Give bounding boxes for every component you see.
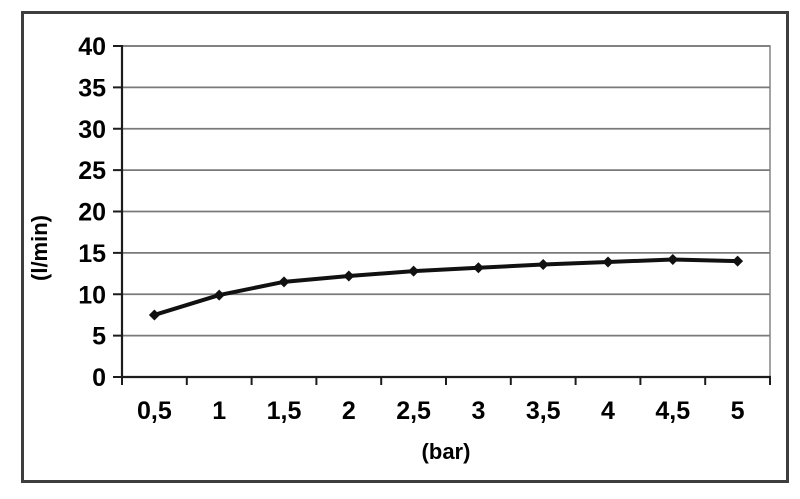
data-point-marker [667,253,679,265]
x-tick-label: 3,5 [526,397,561,425]
chart-frame [21,11,789,483]
y-tick-label: 5 [92,323,106,351]
x-tick-label: 1 [212,397,226,425]
y-tick-label: 35 [78,74,106,102]
y-tick-label: 10 [78,281,106,309]
data-point-marker [602,256,614,268]
y-tick-label: 30 [78,116,106,144]
data-point-marker [343,270,355,282]
x-tick-label: 2,5 [396,397,431,425]
y-tick-label: 25 [78,157,106,185]
y-tick-label: 15 [78,240,106,268]
x-tick-label: 5 [731,397,745,425]
x-tick-label: 2 [342,397,356,425]
data-point-marker [537,258,549,270]
x-tick-label: 4 [601,397,615,425]
data-point-marker [732,255,744,267]
x-tick-label: 0,5 [137,397,172,425]
data-point-marker [408,265,420,277]
data-point-marker [148,309,160,321]
x-tick-label: 3 [471,397,485,425]
y-tick-label: 20 [78,199,106,227]
x-axis-title: (bar) [421,439,471,464]
data-point-marker [278,276,290,288]
data-point-marker [213,289,225,301]
y-tick-label: 0 [92,364,106,392]
y-axis-title: (l/min) [27,215,52,281]
x-tick-label: 4,5 [655,397,690,425]
series-line-flow-curve [152,257,740,317]
x-tick-label: 1,5 [267,397,302,425]
data-point-marker [472,262,484,274]
y-tick-label: 40 [78,33,106,61]
